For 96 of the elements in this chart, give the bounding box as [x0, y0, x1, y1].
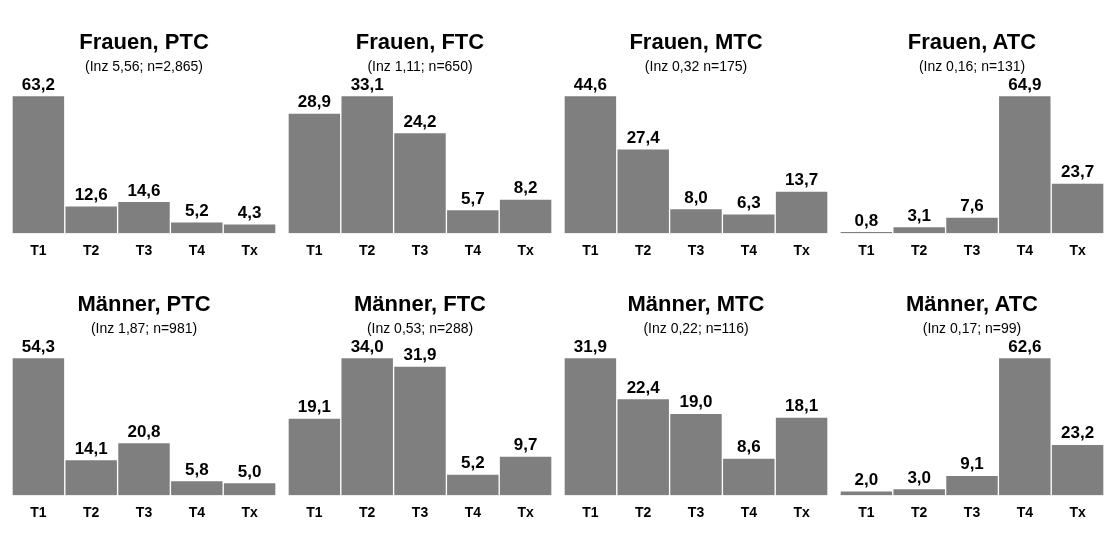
x-tick-label: T2 [635, 504, 652, 521]
data-label: 5,7 [460, 188, 485, 208]
x-tick-label: T2 [635, 242, 652, 259]
chart-subtitle: (Inz 1,87; n=981) [90, 319, 198, 336]
data-label: 27,4 [626, 127, 661, 147]
chart-title: Frauen, FTC [355, 29, 485, 55]
x-tick-label: T3 [687, 242, 705, 259]
chart-title: Frauen, ATC [907, 29, 1037, 55]
data-label: 63,2 [21, 74, 55, 94]
chart-subtitle: (Inz 0,17; n=99) [922, 319, 1022, 336]
x-tick-label: T4 [1016, 242, 1034, 259]
data-label: 5,2 [184, 201, 209, 221]
data-label: 24,2 [403, 111, 437, 131]
data-label: 2,0 [854, 469, 879, 489]
data-label: 14,6 [127, 180, 161, 200]
x-tick-label: Tx [1069, 242, 1086, 259]
chart-title: Frauen, PTC [79, 29, 209, 55]
x-tick-label: T1 [306, 504, 323, 521]
chart-subtitle: (Inz 5,56; n=2,865) [85, 57, 203, 74]
x-tick-label: T4 [188, 504, 206, 521]
chart-subtitle: (Inz 0,16; n=131) [918, 57, 1026, 74]
x-tick-label: T3 [135, 242, 153, 259]
x-tick-label: T2 [359, 242, 376, 259]
data-label: 13,7 [785, 170, 819, 190]
data-label: 14,1 [74, 438, 108, 458]
x-tick-label: T4 [740, 504, 758, 521]
data-label: 34,0 [350, 336, 384, 356]
x-tick-label: T3 [411, 242, 429, 259]
data-label: 20,8 [127, 421, 161, 441]
chart-title: Männer, ATC [905, 291, 1039, 317]
chart-subtitle: (Inz 0,32 n=175) [644, 57, 748, 74]
x-tick-label: T4 [464, 504, 482, 521]
x-tick-label: T1 [30, 504, 47, 521]
x-tick-label: T3 [963, 504, 981, 521]
data-label: 23,7 [1061, 162, 1095, 182]
x-tick-label: T1 [858, 242, 875, 259]
x-tick-label: Tx [793, 504, 810, 521]
data-label: 31,9 [573, 336, 607, 356]
data-label: 19,1 [297, 397, 331, 417]
x-tick-label: Tx [793, 242, 810, 259]
data-label: 54,3 [21, 336, 55, 356]
chart-title: Frauen, MTC [629, 29, 763, 55]
data-label: 22,4 [626, 377, 661, 397]
x-tick-label: T1 [582, 504, 599, 521]
x-tick-label: T1 [858, 504, 875, 521]
data-label: 9,7 [513, 435, 538, 455]
chart-subtitle: (Inz 0,22; n=116) [643, 319, 749, 336]
x-tick-label: T3 [135, 504, 153, 521]
chart-subtitle: (Inz 1,11; n=650) [367, 57, 473, 74]
x-tick-label: T4 [464, 242, 482, 259]
data-label: 5,2 [460, 453, 485, 473]
x-tick-label: T2 [83, 242, 100, 259]
data-label: 9,1 [960, 454, 984, 474]
x-tick-label: T2 [911, 504, 928, 521]
data-label: 3,0 [907, 467, 932, 487]
chart-title: Männer, MTC [627, 291, 765, 317]
x-tick-label: Tx [517, 242, 534, 259]
data-label: 8,2 [513, 178, 538, 198]
x-tick-label: T4 [740, 242, 758, 259]
x-tick-label: T1 [582, 242, 599, 259]
x-tick-label: T4 [1016, 504, 1034, 521]
x-tick-label: Tx [517, 504, 534, 521]
x-tick-label: Tx [241, 504, 258, 521]
data-label: 23,2 [1061, 423, 1095, 443]
x-tick-label: T1 [30, 242, 47, 259]
x-tick-label: T1 [306, 242, 323, 259]
data-label: 7,6 [960, 196, 984, 216]
data-label: 0,8 [854, 210, 879, 230]
data-label: 6,3 [736, 192, 761, 212]
data-label: 18,1 [785, 396, 819, 416]
data-label: 5,0 [237, 461, 262, 481]
data-label: 12,6 [74, 184, 108, 204]
x-tick-label: T2 [911, 242, 928, 259]
data-label: 31,9 [403, 345, 437, 365]
data-label: 3,1 [907, 205, 932, 225]
data-label: 33,1 [350, 74, 384, 94]
x-tick-label: T3 [411, 504, 429, 521]
data-label: 19,0 [679, 392, 713, 412]
data-label: 44,6 [573, 74, 607, 94]
x-tick-label: Tx [241, 242, 258, 259]
x-tick-label: T2 [83, 504, 100, 521]
data-label: 62,6 [1008, 336, 1042, 356]
chart-title: Männer, FTC [353, 291, 487, 317]
x-tick-label: T3 [687, 504, 705, 521]
data-label: 4,3 [237, 203, 262, 223]
data-label: 64,9 [1008, 74, 1042, 94]
x-tick-label: Tx [1069, 504, 1086, 521]
x-tick-label: T4 [188, 242, 206, 259]
data-label: 28,9 [297, 92, 331, 112]
chart-title: Männer, PTC [77, 291, 211, 317]
data-label: 5,8 [184, 459, 209, 479]
data-label: 8,6 [736, 437, 761, 457]
x-tick-label: T3 [963, 242, 981, 259]
chart-subtitle: (Inz 0,53; n=288) [366, 319, 474, 336]
x-tick-label: T2 [359, 504, 376, 521]
data-label: 8,0 [684, 187, 708, 207]
